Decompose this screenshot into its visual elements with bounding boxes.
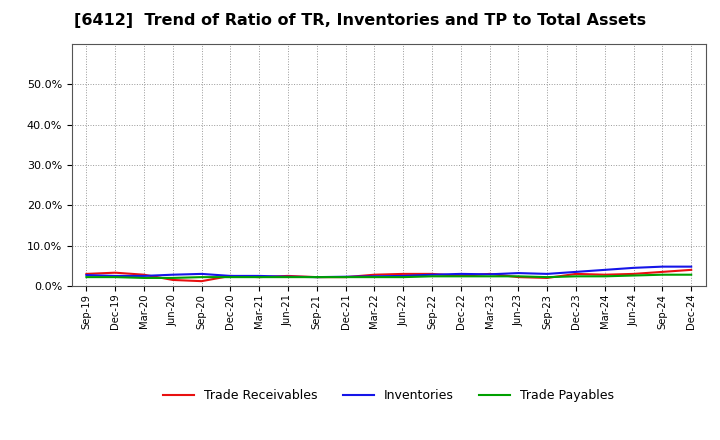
Inventories (399, 273, 408, 279)
Trade Payables (543, 275, 552, 280)
Inventories (226, 273, 235, 279)
Inventories (514, 271, 523, 276)
Trade Receivables (226, 273, 235, 279)
Inventories (428, 272, 436, 277)
Trade Receivables (168, 277, 177, 282)
Inventories (456, 271, 465, 277)
Trade Receivables (399, 271, 408, 277)
Trade Receivables (284, 273, 292, 279)
Trade Payables (255, 275, 264, 280)
Inventories (197, 271, 206, 277)
Text: [6412]  Trend of Ratio of TR, Inventories and TP to Total Assets: [6412] Trend of Ratio of TR, Inventories… (74, 13, 646, 28)
Trade Payables (629, 273, 638, 278)
Inventories (600, 267, 609, 272)
Trade Payables (284, 275, 292, 280)
Line: Trade Receivables: Trade Receivables (86, 270, 691, 281)
Inventories (370, 274, 379, 279)
Inventories (658, 264, 667, 269)
Line: Inventories: Inventories (86, 267, 691, 277)
Trade Payables (341, 275, 350, 280)
Legend: Trade Receivables, Inventories, Trade Payables: Trade Receivables, Inventories, Trade Pa… (158, 384, 619, 407)
Trade Payables (370, 275, 379, 280)
Inventories (629, 265, 638, 271)
Inventories (312, 275, 321, 280)
Inventories (485, 271, 494, 277)
Inventories (82, 272, 91, 278)
Inventories (572, 269, 580, 275)
Trade Payables (687, 272, 696, 277)
Trade Receivables (312, 275, 321, 280)
Inventories (543, 271, 552, 277)
Trade Receivables (255, 275, 264, 280)
Trade Payables (658, 272, 667, 277)
Trade Payables (82, 275, 91, 280)
Line: Trade Payables: Trade Payables (86, 275, 691, 278)
Trade Payables (428, 274, 436, 279)
Inventories (140, 273, 148, 279)
Inventories (111, 273, 120, 279)
Trade Payables (485, 274, 494, 279)
Trade Receivables (341, 275, 350, 280)
Trade Receivables (428, 271, 436, 277)
Trade Receivables (370, 272, 379, 277)
Trade Receivables (514, 275, 523, 280)
Trade Receivables (140, 272, 148, 277)
Inventories (341, 274, 350, 279)
Trade Receivables (658, 269, 667, 275)
Inventories (687, 264, 696, 269)
Trade Payables (140, 275, 148, 281)
Trade Receivables (456, 273, 465, 279)
Trade Payables (226, 275, 235, 280)
Trade Payables (168, 275, 177, 281)
Trade Payables (312, 275, 321, 280)
Trade Receivables (543, 275, 552, 281)
Trade Receivables (197, 279, 206, 284)
Trade Receivables (111, 270, 120, 275)
Trade Receivables (629, 271, 638, 277)
Trade Payables (456, 274, 465, 279)
Trade Receivables (485, 271, 494, 277)
Trade Payables (111, 275, 120, 280)
Trade Receivables (572, 271, 580, 277)
Trade Receivables (82, 271, 91, 277)
Inventories (284, 274, 292, 279)
Trade Receivables (687, 267, 696, 272)
Trade Payables (197, 275, 206, 280)
Trade Payables (399, 275, 408, 280)
Inventories (168, 272, 177, 277)
Trade Receivables (600, 272, 609, 277)
Trade Payables (572, 274, 580, 279)
Trade Payables (514, 274, 523, 279)
Trade Payables (600, 274, 609, 279)
Inventories (255, 273, 264, 279)
